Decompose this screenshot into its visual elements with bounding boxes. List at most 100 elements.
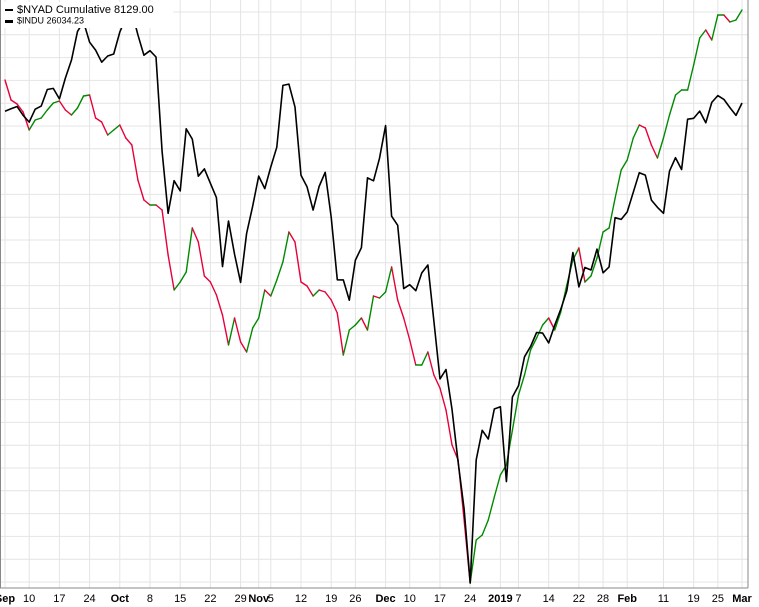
line-segment [185,227,193,273]
line-segment [590,257,598,277]
line-segment [197,241,206,277]
line-segment [300,281,308,287]
line-segment [735,9,743,21]
x-tick-label: 10 [23,593,35,605]
line-segment [638,124,647,129]
line-segment [620,159,628,171]
line-segment [342,329,351,356]
line-segment [632,124,641,139]
x-tick-label: Nov [248,593,270,605]
line-segment [421,351,429,366]
line-segment [215,294,224,316]
legend-label: $INDU 26034.23 [17,15,84,25]
line-segment [372,295,381,299]
line-segment [723,14,731,23]
line-segment [409,339,417,366]
legend-box [1,2,173,28]
line-segment [366,295,375,331]
line-segment [28,119,36,131]
line-segment [131,144,139,181]
line-segment [390,266,399,301]
line-segment [535,324,544,339]
line-segment [487,496,496,521]
x-tick-label: 10 [404,593,416,605]
line-segment [348,324,357,331]
line-segment [239,341,248,353]
x-tick-label: 14 [543,593,555,605]
line-segment [119,124,127,139]
line-segment [608,197,616,229]
line-segment [88,94,97,119]
line-segment [614,169,622,199]
line-segment [282,231,290,263]
x-tick-label: Mar [732,593,752,605]
line-segment [125,137,133,146]
line-segment [22,111,30,131]
line-segment [360,317,369,331]
x-tick-label: 8 [147,593,153,605]
line-segment [475,534,483,541]
line-segment [439,387,447,411]
x-tick-label: 5 [268,593,274,605]
line-segment [179,271,187,283]
line-segment [46,102,55,111]
line-segment [227,317,236,346]
line-segment [173,281,181,291]
x-tick-label: Oct [111,593,130,605]
legend-swatch [5,20,13,23]
line-segment [517,374,526,396]
line-segment [318,289,326,293]
line-segment [221,314,230,346]
line-segment [541,317,550,326]
x-tick-label: 29 [234,593,246,605]
line-segment [306,285,314,297]
line-segment [34,117,42,121]
line-segment [40,109,48,119]
x-tick-label: 2019 [488,593,512,605]
line-segment [403,317,411,341]
line-segment [433,374,441,389]
line-segment [602,227,610,233]
x-tick-label: 28 [597,593,609,605]
line-segment [396,299,405,319]
line-segment [270,279,278,297]
line-segment [493,474,502,498]
line-segment [354,317,363,326]
x-tick-label: 24 [83,593,95,605]
line-segment [529,337,538,351]
line-segment [251,317,260,329]
line-segment [4,79,12,101]
grid [0,0,748,588]
line-segment [167,254,175,291]
line-segment [113,124,121,131]
line-segment [729,19,737,23]
line-segment [94,117,103,123]
line-segment [668,94,677,116]
x-tick-label: 17 [434,593,446,605]
line-segment [191,227,200,243]
x-tick-label: 15 [174,593,186,605]
line-segment [312,289,320,297]
x-tick-label: Dec [375,593,395,605]
x-tick-label: 22 [204,593,216,605]
line-segment [650,144,659,159]
x-tick-label: 19 [688,593,700,605]
x-tick-label: 22 [573,593,585,605]
line-segment [330,299,338,314]
line-segment [662,114,671,139]
line-segment [10,99,18,105]
line-segment [209,281,218,296]
line-segment [554,311,562,331]
x-tick-label: 12 [295,593,307,605]
line-segment [16,103,24,113]
line-segment [644,127,653,146]
line-segment [288,231,296,243]
x-tick-label: 26 [349,593,361,605]
line-segment [674,89,683,96]
line-segment [523,349,532,376]
line-segment [161,209,169,256]
line-segment [584,275,592,283]
